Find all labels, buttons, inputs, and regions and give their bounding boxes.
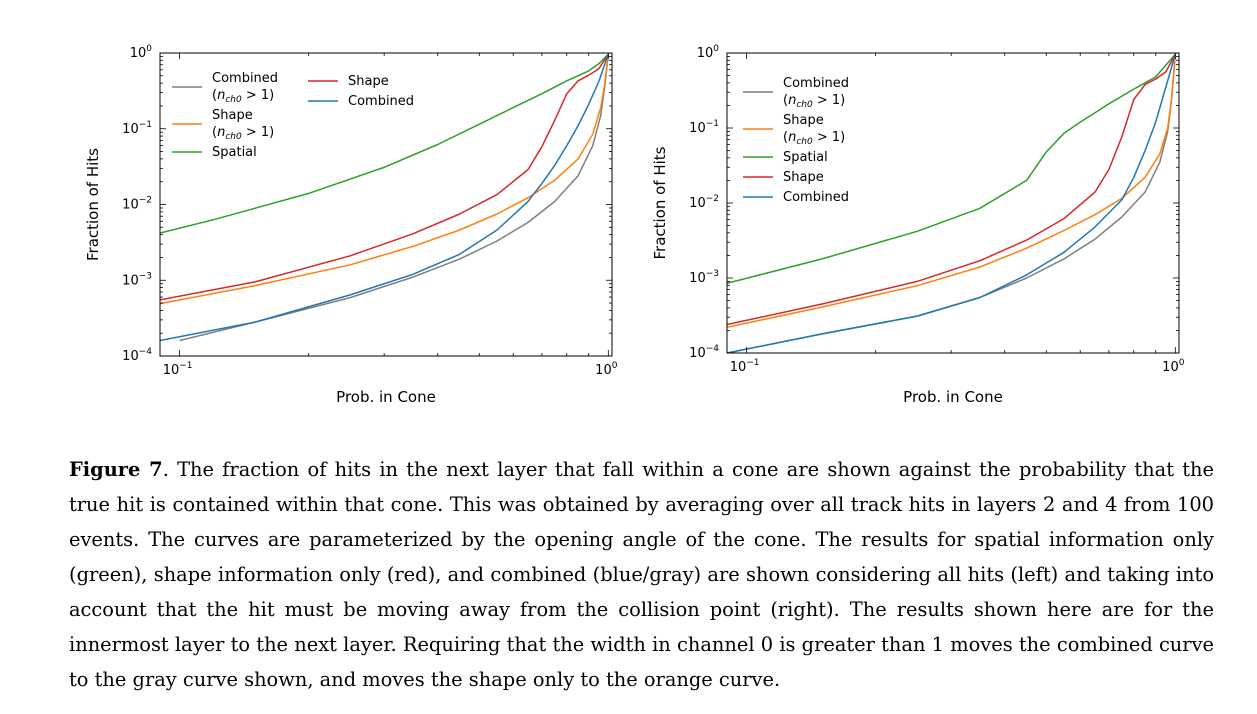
y-tick-label: 10−1 [689,119,719,136]
legend-label: Spatial [783,150,828,165]
figure-plots: 100 10−1 10−2 10−3 10−4 10−1 100 Prob. in Cone F… [84,44,1185,406]
y-tick-label: 100 [697,44,720,61]
legend-entry: Spatial [172,145,257,160]
legend-label: Shape [212,108,253,123]
x-tick-label: 100 [595,361,618,378]
legend: Combined (nch0 > 1) Shape (nch0 > 1) Spatial… [743,76,849,205]
series-line-3 [160,53,609,301]
legend-label: Combined [212,71,278,86]
legend-entry: Combined [308,94,414,109]
curves [727,53,1177,353]
y-tick-label: 100 [130,44,153,61]
legend-label: Combined [783,190,849,205]
y-tick-label: 10−4 [689,344,719,361]
y-tick-label: 10−4 [122,347,152,364]
series-line-0 [179,54,610,342]
series-line-1 [727,54,1177,329]
legend-sublabel: (nch0 > 1) [783,130,845,147]
legend-entry: Combined (nch0 > 1) [743,76,849,110]
legend-label: Spatial [212,145,257,160]
y-axis-label: Fraction of Hits [84,148,102,261]
curves [160,53,610,342]
legend-entry: Spatial [743,150,828,165]
legend-entry: Shape [743,170,824,185]
legend-entry: Shape (nch0 > 1) [172,108,274,142]
ticks [159,52,612,357]
right-panel: 100 10−1 10−2 10−3 10−4 10−1 100 Prob. in Cone F… [651,44,1185,406]
ticks [726,52,1179,354]
legend-label: Shape [783,170,824,185]
caption-text: The fraction of hits in the next layer t… [69,458,1215,691]
y-tick-label: 10−1 [122,120,152,137]
x-tick-label: 10−1 [163,361,193,378]
legend-sublabel: (nch0 > 1) [212,125,274,142]
legend-label: Combined [783,76,849,91]
legend-entry: Shape (nch0 > 1) [743,113,845,147]
legend-entry: Combined [743,190,849,205]
series-line-4 [727,54,1177,353]
series-line-4 [160,54,610,342]
x-tick-label: 100 [1162,358,1185,375]
legend: Combined (nch0 > 1) Shape (nch0 > 1) Spatial… [172,71,414,160]
y-tick-label: 10−2 [122,196,152,213]
legend-label: Combined [348,94,414,109]
y-tick-label: 10−3 [122,271,152,288]
legend-sublabel: (nch0 > 1) [212,88,274,105]
legend-label: Shape [348,74,389,89]
x-tick-label: 10−1 [730,358,760,375]
legend-entry: Combined (nch0 > 1) [172,71,278,105]
legend-label: Shape [783,113,824,128]
left-panel: 100 10−1 10−2 10−3 10−4 10−1 100 Prob. in Cone F… [84,44,618,406]
x-axis-label: Prob. in Cone [336,388,436,406]
series-line-3 [727,53,1176,326]
figure-label: Figure 7 [69,458,163,481]
legend-entry: Shape [308,74,389,89]
series-line-2 [160,53,609,234]
series-line-2 [727,53,1176,285]
x-axis-label: Prob. in Cone [903,388,1003,406]
y-tick-label: 10−2 [689,194,719,211]
legend-sublabel: (nch0 > 1) [783,93,845,110]
series-line-1 [160,54,610,305]
figure-caption: Figure 7. The fraction of hits in the ne… [69,458,1215,691]
y-axis-label: Fraction of Hits [651,146,669,259]
y-tick-label: 10−3 [689,269,719,286]
